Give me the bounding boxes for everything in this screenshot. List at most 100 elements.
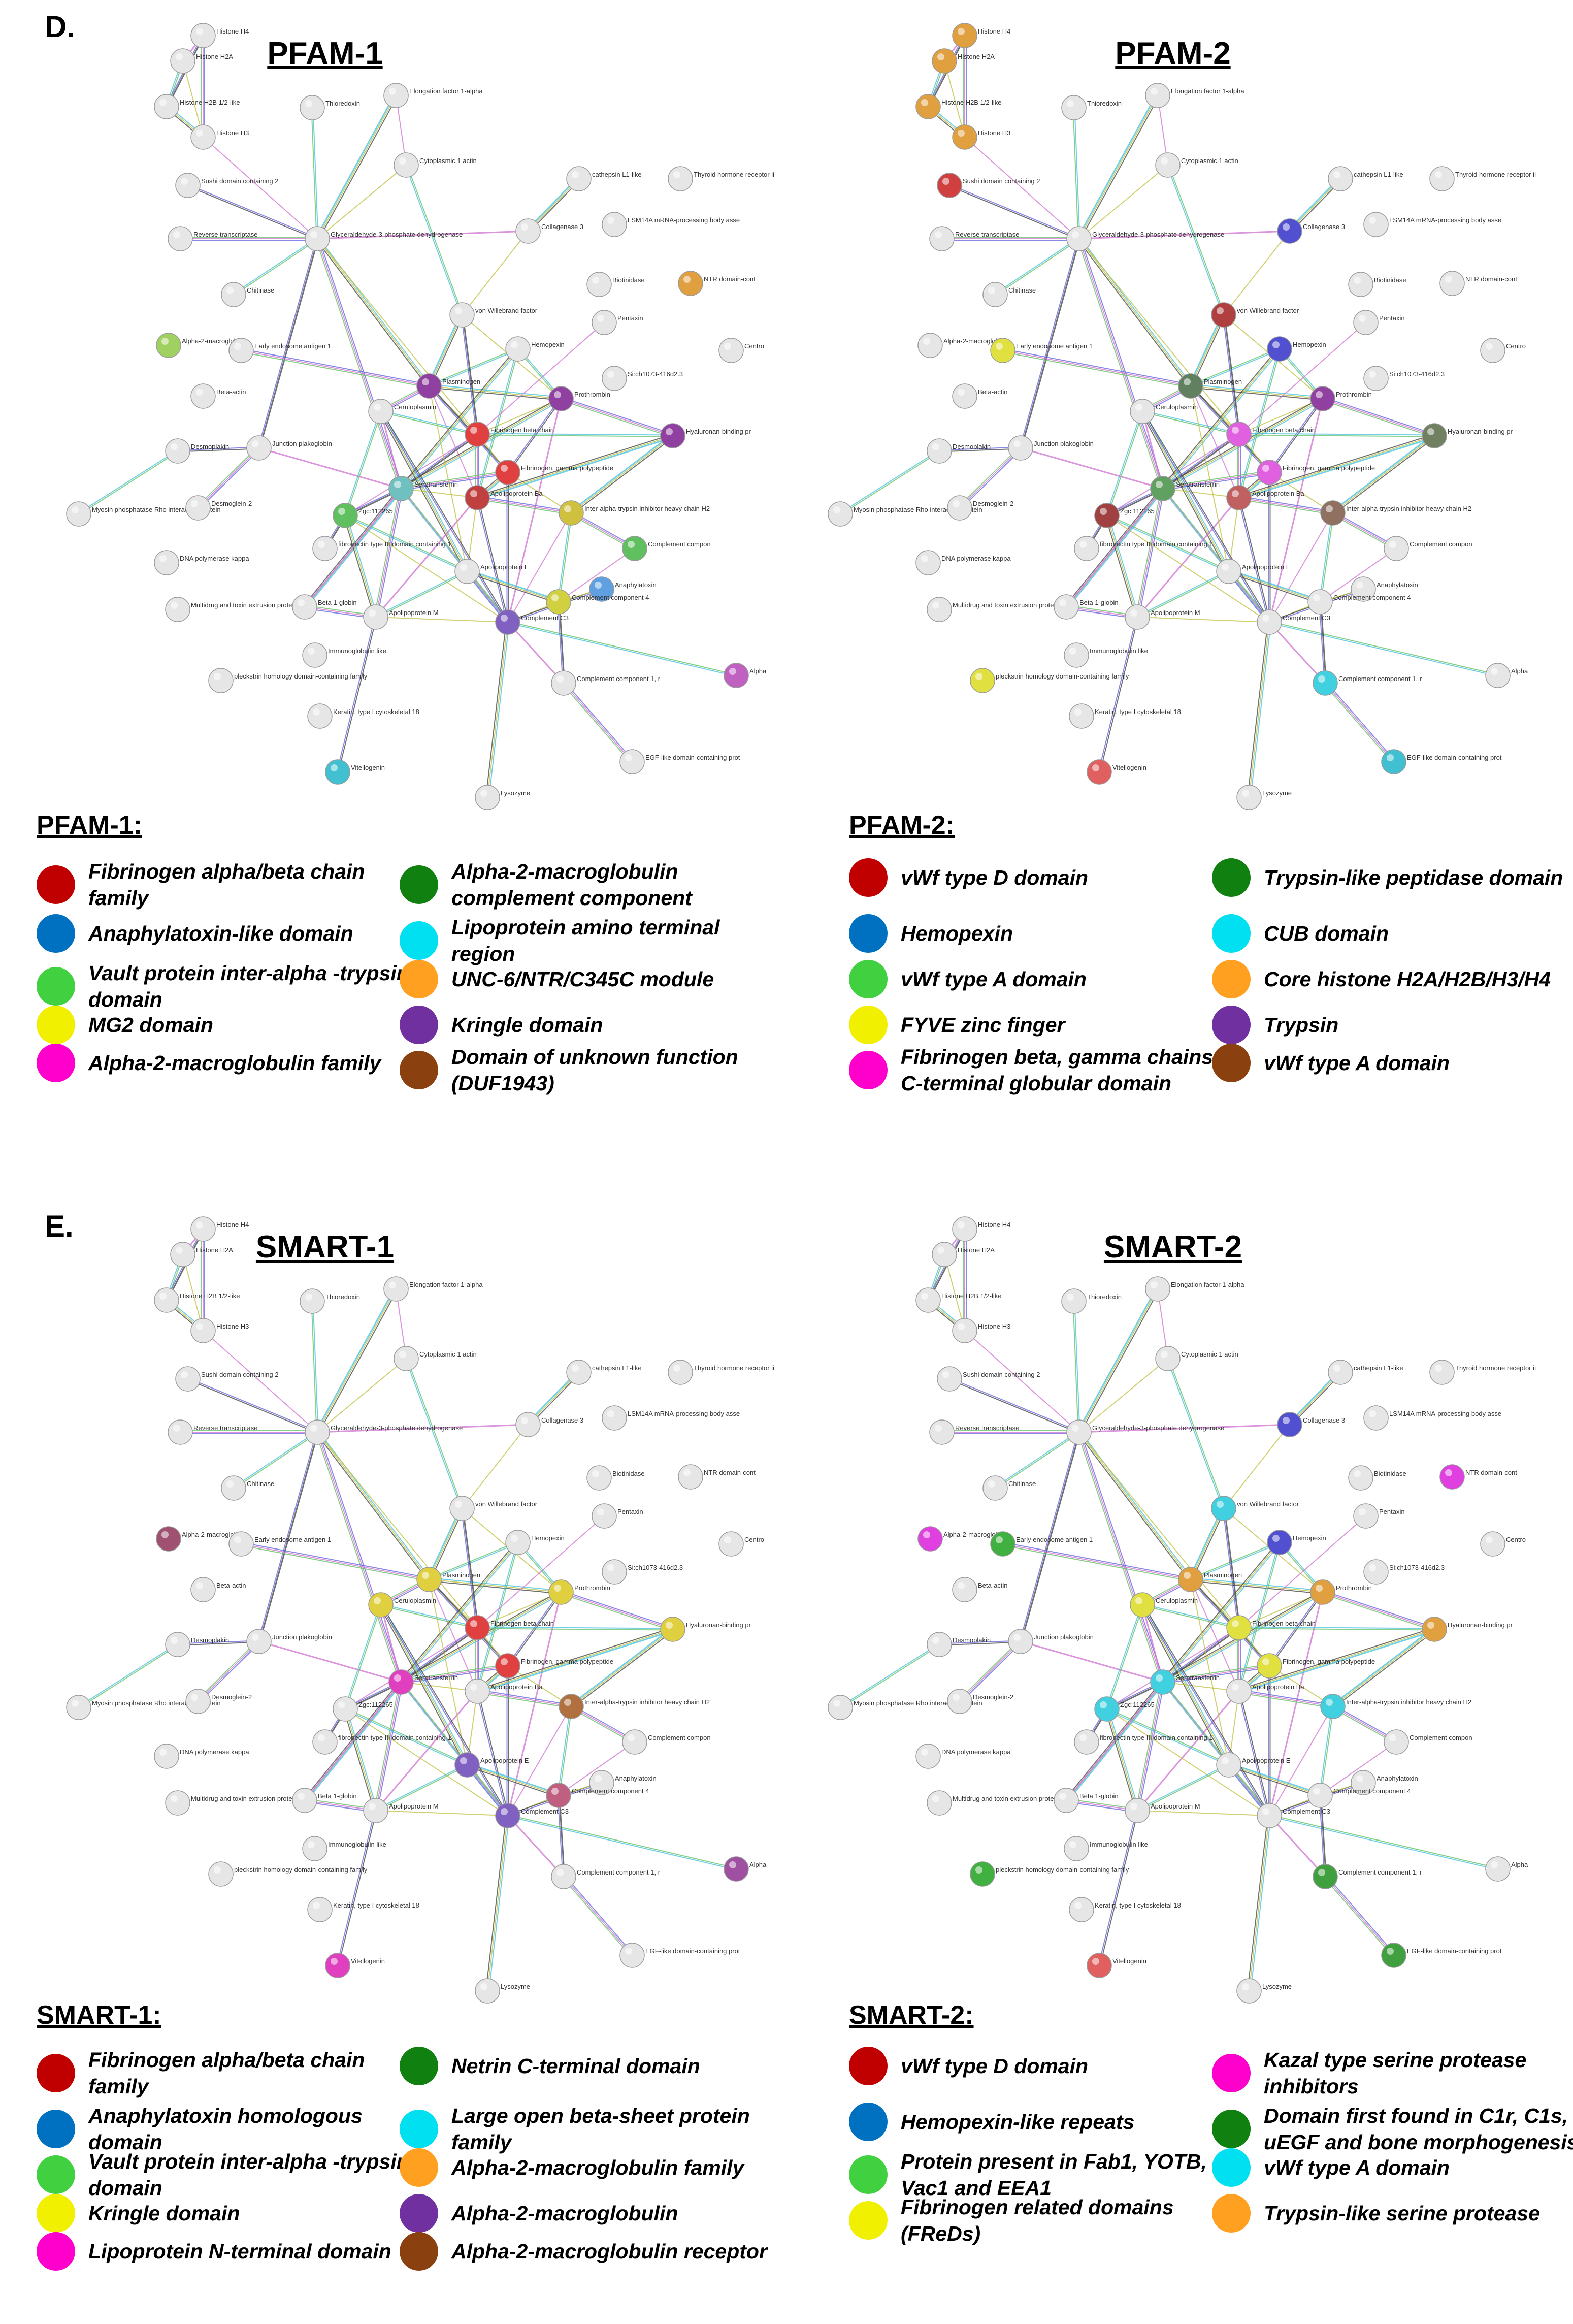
protein-node[interactable]: Histone H2A (170, 1242, 233, 1267)
protein-node-circle[interactable] (454, 1752, 480, 1778)
protein-node-circle[interactable] (927, 1790, 952, 1816)
protein-node[interactable]: Beta-actin (190, 1577, 246, 1602)
protein-node-circle[interactable] (1069, 1897, 1094, 1922)
protein-node-circle[interactable] (1226, 1615, 1252, 1640)
protein-node-circle[interactable] (1216, 559, 1241, 584)
protein-node-circle[interactable] (190, 124, 216, 150)
protein-node[interactable]: Chitinase (221, 1475, 274, 1501)
protein-node-circle[interactable] (559, 1694, 584, 1719)
protein-node[interactable]: Pentaxin (592, 310, 643, 335)
protein-node[interactable]: Inter-alpha-trypsin inhibitor heavy chai… (1320, 500, 1471, 526)
protein-node[interactable]: Si:ch1073-416d2.3 (602, 366, 683, 391)
protein-node[interactable]: Collagenase 3 (515, 1412, 583, 1437)
protein-node[interactable]: Apolipoprotein M (363, 604, 439, 630)
protein-node[interactable]: Histone H3 (190, 1318, 249, 1343)
protein-node-circle[interactable] (929, 1419, 955, 1445)
protein-node[interactable]: Complement compon (622, 1729, 711, 1755)
protein-node[interactable]: Centro (1480, 338, 1526, 363)
protein-node-circle[interactable] (1069, 703, 1094, 729)
protein-node-circle[interactable] (505, 336, 531, 362)
protein-node-circle[interactable] (416, 373, 442, 399)
protein-node-circle[interactable] (168, 1419, 193, 1445)
protein-node[interactable]: Centro (718, 1531, 764, 1557)
protein-node[interactable]: Complement component 1, r (1313, 1864, 1422, 1889)
protein-node-circle[interactable] (1422, 1617, 1447, 1642)
protein-node[interactable]: NTR domain-cont (1439, 1464, 1517, 1490)
protein-node-circle[interactable] (1178, 1567, 1203, 1592)
protein-node[interactable]: Centro (718, 338, 764, 363)
protein-node-circle[interactable] (465, 422, 490, 447)
protein-node-circle[interactable] (546, 1783, 571, 1808)
protein-node-circle[interactable] (548, 1579, 574, 1605)
protein-node-circle[interactable] (927, 438, 952, 464)
protein-node[interactable]: Thioredoxin (1061, 95, 1122, 120)
protein-node[interactable]: pleckstrin homology domain-containing fa… (970, 1861, 1129, 1887)
protein-node-circle[interactable] (154, 94, 179, 119)
protein-node[interactable]: Histone H2B 1/2-like (915, 94, 1002, 119)
protein-node[interactable]: Histone H3 (952, 124, 1010, 150)
protein-node-circle[interactable] (551, 670, 576, 696)
protein-node[interactable]: Histone H4 (190, 1216, 249, 1242)
protein-node[interactable]: Thyroid hormone receptor ii (668, 1360, 774, 1385)
protein-node-circle[interactable] (383, 1276, 409, 1302)
protein-node[interactable]: Junction plakoglobin (246, 1629, 332, 1654)
protein-node-circle[interactable] (246, 1629, 272, 1654)
protein-node-circle[interactable] (1277, 218, 1302, 244)
protein-node[interactable]: Keratin, type I cytoskeletal 18 (1069, 703, 1181, 729)
protein-node-circle[interactable] (495, 1803, 520, 1828)
protein-node-circle[interactable] (1485, 1856, 1511, 1882)
protein-node[interactable]: NTR domain-cont (678, 1464, 756, 1490)
protein-node-circle[interactable] (305, 1419, 330, 1445)
protein-node[interactable]: Fibrinogen beta chain (1226, 422, 1316, 447)
protein-node[interactable]: Plasminogen (416, 1567, 480, 1592)
protein-node[interactable]: Fibrinogen beta chain (465, 422, 554, 447)
protein-node-circle[interactable] (307, 703, 333, 729)
protein-node[interactable]: Collagenase 3 (1277, 218, 1345, 244)
protein-node[interactable]: Immunoglobulin like (302, 1836, 386, 1861)
protein-node-circle[interactable] (465, 485, 490, 510)
protein-node[interactable]: Immunoglobulin like (1064, 1836, 1148, 1861)
protein-node[interactable]: Junction plakoglobin (1008, 1629, 1094, 1654)
protein-node-circle[interactable] (718, 1531, 744, 1557)
protein-node[interactable]: Histone H4 (952, 1216, 1010, 1242)
protein-node[interactable]: Lysozyme (475, 785, 530, 810)
protein-node-circle[interactable] (66, 501, 91, 527)
protein-node-circle[interactable] (566, 166, 592, 191)
protein-node-circle[interactable] (449, 1496, 475, 1521)
protein-node[interactable]: Keratin, type I cytoskeletal 18 (307, 703, 419, 729)
protein-node-circle[interactable] (1485, 663, 1511, 688)
protein-node[interactable]: Fibrinogen, gamma polypeptide (495, 1653, 613, 1679)
protein-node[interactable]: Thyroid hormone receptor ii (668, 166, 774, 191)
protein-node[interactable]: Hyaluronan-binding pr (660, 423, 751, 448)
protein-node[interactable]: Thioredoxin (1061, 1288, 1122, 1314)
protein-node-circle[interactable] (394, 1346, 419, 1371)
protein-node-circle[interactable] (1064, 642, 1089, 668)
protein-node-circle[interactable] (1267, 336, 1292, 362)
protein-node-circle[interactable] (66, 1695, 91, 1720)
protein-node-circle[interactable] (1381, 749, 1406, 774)
protein-node[interactable]: Zgc:112265 (1094, 1696, 1155, 1722)
protein-node[interactable]: Hyaluronan-binding pr (660, 1617, 751, 1642)
protein-node[interactable]: Beta 1-globin (1054, 594, 1119, 620)
protein-node-circle[interactable] (952, 23, 977, 48)
protein-node[interactable]: Elongation factor 1-alpha (1145, 1276, 1244, 1302)
protein-node-circle[interactable] (208, 668, 234, 693)
protein-node[interactable]: pleckstrin homology domain-containing fa… (970, 668, 1129, 693)
protein-node[interactable]: Fibrinogen, gamma polypeptide (1257, 460, 1375, 485)
protein-node-circle[interactable] (465, 1615, 490, 1640)
protein-node-circle[interactable] (465, 1679, 490, 1704)
protein-node[interactable]: Chitinase (982, 1475, 1036, 1501)
protein-node[interactable]: Prothrombin (548, 386, 610, 411)
protein-node[interactable]: Hemopexin (505, 1530, 565, 1555)
protein-node-circle[interactable] (1008, 435, 1033, 461)
protein-node-circle[interactable] (1155, 1346, 1181, 1371)
protein-node-circle[interactable] (221, 282, 246, 307)
protein-node-circle[interactable] (175, 173, 201, 198)
protein-node-circle[interactable] (1429, 166, 1455, 191)
protein-node[interactable]: Histone H3 (952, 1318, 1010, 1343)
protein-node-circle[interactable] (937, 1366, 962, 1392)
protein-node-circle[interactable] (622, 536, 647, 561)
protein-node[interactable]: Chitinase (982, 282, 1036, 307)
protein-node-circle[interactable] (515, 218, 541, 244)
protein-node[interactable]: Multidrug and toxin extrusion protein (165, 597, 298, 622)
